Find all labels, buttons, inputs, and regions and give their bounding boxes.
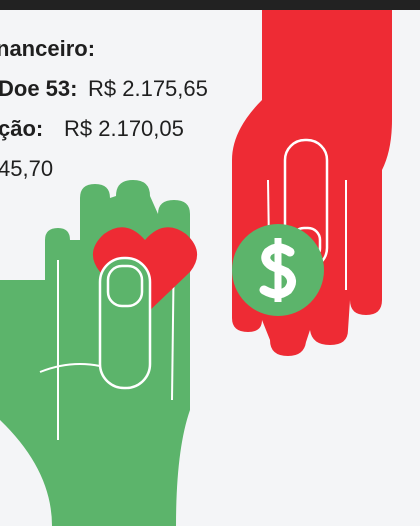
coin (232, 224, 324, 316)
line-value: R$ 2.175,65 (88, 76, 208, 101)
top-bar (0, 0, 420, 10)
line-value: R$ 2.170,05 (64, 116, 184, 141)
line-label: ção: (0, 116, 43, 141)
line-label: nanceiro: (0, 36, 95, 61)
line-label: Doe 53: (0, 76, 77, 101)
green-thumb (98, 256, 152, 390)
line-value: 45,70 (0, 156, 53, 181)
